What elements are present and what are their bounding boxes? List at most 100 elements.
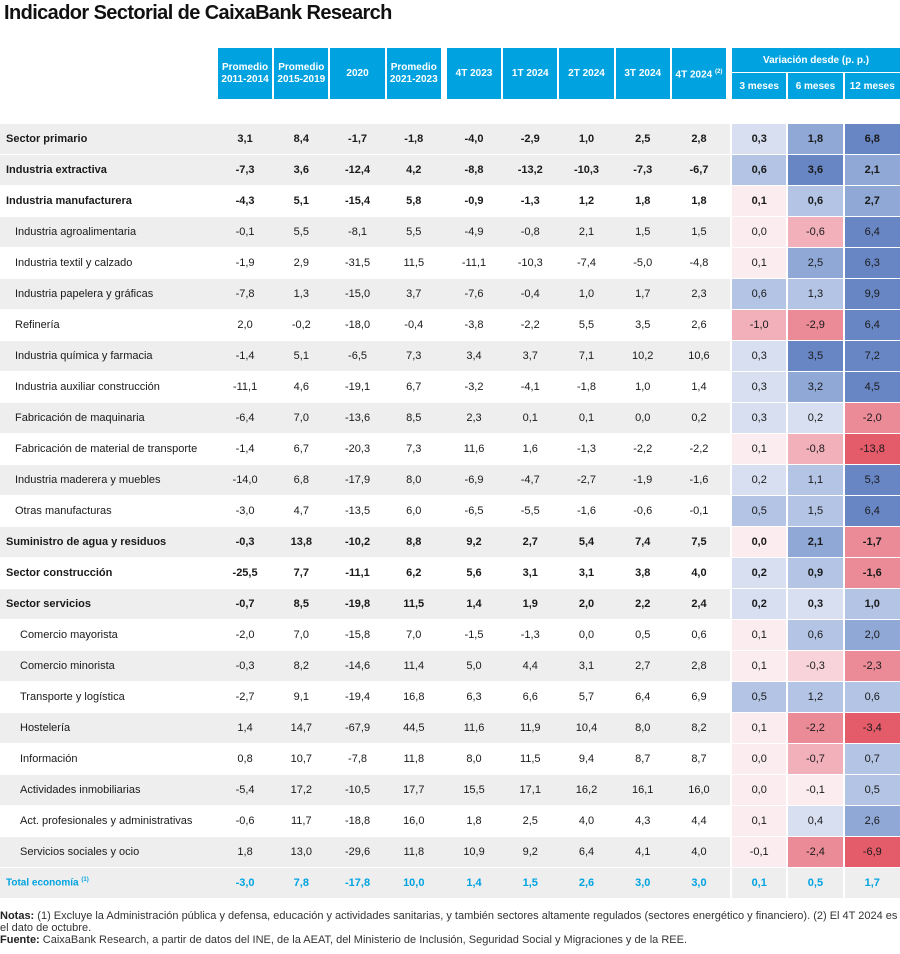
col-header-3t-2024: 3T 2024 (613, 48, 672, 99)
column-gap (727, 402, 732, 434)
variation-cell: 0,5 (730, 495, 788, 527)
value-cell: 11,5 (385, 588, 442, 620)
value-cell: 1,0 (558, 124, 615, 155)
table-row: Servicios sociales y ocio 1,8 13,0 -29,6 11,… (0, 836, 900, 868)
value-cell: -1,9 (216, 247, 274, 279)
column-gap (727, 712, 732, 744)
column-gap (441, 619, 446, 651)
value-cell: 8,7 (670, 743, 728, 775)
value-cell: 2,7 (502, 526, 559, 558)
value-cell: 0,2 (670, 402, 728, 434)
value-cell: 1,0 (614, 371, 671, 403)
table-row: Industria química y farmacia -1,4 5,1 -6,5 7… (0, 340, 900, 372)
row-label: Comercio mayorista (0, 619, 217, 651)
variation-cell: 0,0 (730, 526, 788, 558)
value-cell: -19,1 (329, 371, 386, 403)
column-gap (441, 743, 446, 775)
value-cell: -14,6 (329, 650, 386, 682)
variation-header-6m: 6 meses (786, 72, 844, 99)
col-header-avg-2011-2014: Promedio 2011-2014 (215, 48, 275, 99)
value-cell: -13,6 (329, 402, 386, 434)
column-gap (727, 867, 732, 899)
value-cell: -5,4 (216, 774, 274, 806)
variation-cell: -13,8 (842, 433, 900, 465)
value-cell: -7,3 (614, 154, 671, 186)
column-gap (441, 836, 446, 868)
value-cell: 7,3 (385, 433, 442, 465)
value-cell: -0,1 (216, 216, 274, 248)
value-cell: 14,7 (273, 712, 330, 744)
total-value-cell: 2,6 (558, 867, 615, 899)
value-cell: 16,8 (385, 681, 442, 713)
column-gap (727, 278, 732, 310)
value-cell: -4,8 (670, 247, 728, 279)
value-cell: 8,8 (385, 526, 442, 558)
table-row: Act. profesionales y administrativas -0,6… (0, 805, 900, 837)
value-cell: 7,1 (558, 340, 615, 372)
value-cell: 2,3 (445, 402, 503, 434)
value-cell: 2,7 (614, 650, 671, 682)
value-cell: 3,1 (558, 650, 615, 682)
value-cell: 5,1 (273, 340, 330, 372)
value-cell: -4,7 (502, 464, 559, 496)
value-cell: -6,5 (329, 340, 386, 372)
value-cell: 3,1 (558, 557, 615, 589)
variation-cell: 0,4 (786, 805, 844, 837)
value-cell: 0,0 (614, 402, 671, 434)
variation-cell: 6,8 (842, 124, 900, 155)
row-label: Industria auxiliar construcción (0, 371, 217, 403)
variation-cell: 4,5 (842, 371, 900, 403)
table-row: Comercio mayorista -2,0 7,0 -15,8 7,0 -1,5 -1,… (0, 619, 900, 651)
table-row: Industria papelera y gráficas -7,8 1,3 -15,… (0, 278, 900, 310)
col-header-avg-2021-2023: Promedio 2021-2023 (384, 48, 443, 99)
table-row: Suministro de agua y residuos -0,3 13,8 -10… (0, 526, 900, 558)
value-cell: 2,4 (670, 588, 728, 620)
value-cell: 5,8 (385, 185, 442, 217)
column-gap (441, 185, 446, 217)
value-cell: -2,7 (216, 681, 274, 713)
variation-cell: 1,0 (842, 588, 900, 620)
column-gap (727, 371, 732, 403)
value-cell: 16,0 (670, 774, 728, 806)
value-cell: -19,4 (329, 681, 386, 713)
variation-cell: 0,9 (786, 557, 844, 589)
variation-cell: 0,6 (842, 681, 900, 713)
value-cell: 1,2 (558, 185, 615, 217)
table-row: Actividades inmobiliarias -5,4 17,2 -10,5 17… (0, 774, 900, 806)
column-gap (727, 557, 732, 589)
value-cell: -0,4 (502, 278, 559, 310)
value-cell: 6,4 (614, 681, 671, 713)
value-cell: -10,5 (329, 774, 386, 806)
total-value-cell: 3,0 (614, 867, 671, 899)
column-gap (441, 681, 446, 713)
notes-line: Notas: (1) Excluye la Administración púb… (0, 910, 900, 934)
col-header-1t-2024: 1T 2024 (501, 48, 560, 99)
variation-cell: 7,2 (842, 340, 900, 372)
value-cell: 2,6 (670, 309, 728, 341)
value-cell: -18,8 (329, 805, 386, 837)
column-gap (441, 650, 446, 682)
value-cell: 7,0 (385, 619, 442, 651)
value-cell: -8,1 (329, 216, 386, 248)
variation-cell: -1,7 (842, 526, 900, 558)
column-gap (441, 557, 446, 589)
col-header-4t-2024: 4T 2024 (2) (669, 48, 729, 99)
variation-cell: 0,1 (730, 650, 788, 682)
value-cell: -15,4 (329, 185, 386, 217)
value-cell: 0,0 (558, 619, 615, 651)
value-cell: 8,4 (273, 124, 330, 155)
value-cell: 1,8 (614, 185, 671, 217)
value-cell: 2,1 (558, 216, 615, 248)
row-label: Servicios sociales y ocio (0, 836, 217, 868)
variation-cell: 0,3 (730, 402, 788, 434)
value-cell: 9,1 (273, 681, 330, 713)
column-gap (441, 712, 446, 744)
variation-cell: -3,4 (842, 712, 900, 744)
value-cell: 8,5 (385, 402, 442, 434)
variation-cell: 2,6 (842, 805, 900, 837)
variation-cell: -2,3 (842, 650, 900, 682)
value-cell: -12,4 (329, 154, 386, 186)
source-line: Fuente: CaixaBank Research, a partir de … (0, 934, 900, 946)
value-cell: -11,1 (216, 371, 274, 403)
value-cell: 7,5 (670, 526, 728, 558)
